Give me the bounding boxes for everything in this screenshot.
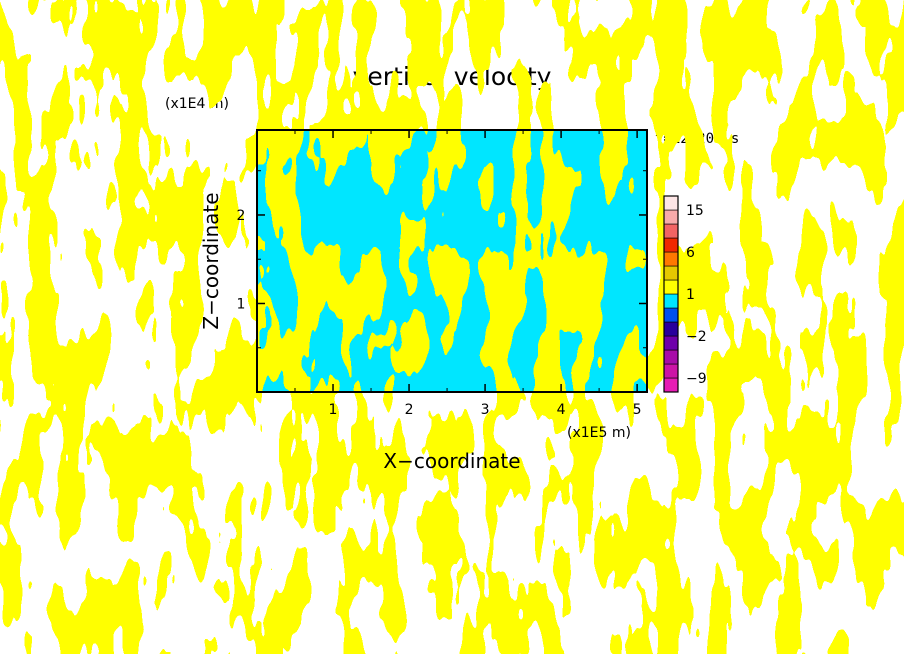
colorbar-segment (663, 321, 679, 337)
x-tick-label: 5 (633, 402, 642, 418)
colorbar-segment (663, 349, 679, 365)
colorbar-label: 6 (686, 245, 695, 261)
colorbar-segment (663, 265, 679, 281)
colorbar-label: −9 (686, 371, 707, 387)
y-axis-title: Z−coordinate (199, 192, 223, 329)
colorbar-segment (663, 377, 679, 393)
colorbar-segment (663, 293, 679, 309)
colorbar-segment (663, 335, 679, 351)
y-tick-label: 2 (237, 208, 246, 224)
colorbar-segment (663, 195, 679, 211)
colorbar-segment (663, 363, 679, 379)
x-tick-label: 1 (329, 402, 338, 418)
colorbar-segment (663, 307, 679, 323)
colorbar-label: 15 (686, 203, 704, 219)
colorbar-label: 1 (686, 287, 695, 303)
colorbar-segment (663, 279, 679, 295)
colorbar-segment (663, 223, 679, 239)
colorbar: 15 6 1 −2 −9 (663, 195, 707, 393)
y-unit-label: (x1E4 m) (165, 96, 229, 112)
x-axis: 1 2 3 4 5 (294, 130, 642, 418)
colorbar-segment (663, 237, 679, 253)
colorbar-segment (663, 209, 679, 225)
x-tick-label: 2 (405, 402, 414, 418)
time-label: t=124200 s (655, 131, 739, 147)
colorbar-frame (663, 195, 679, 393)
x-tick-label: 3 (481, 402, 490, 418)
y-axis: 12 (237, 170, 647, 349)
plot-frame (256, 129, 648, 393)
colorbar-label: −2 (686, 329, 707, 345)
x-axis-title: X−coordinate (383, 449, 520, 473)
x-unit-label: (x1E5 m) (567, 425, 631, 441)
chart-title: vertical velocity (353, 62, 552, 91)
plot-area (256, 129, 648, 393)
field-positive-region (257, 130, 647, 392)
y-tick-label: 1 (237, 296, 246, 312)
colorbar-segment (663, 251, 679, 267)
x-tick-label: 4 (557, 402, 566, 418)
